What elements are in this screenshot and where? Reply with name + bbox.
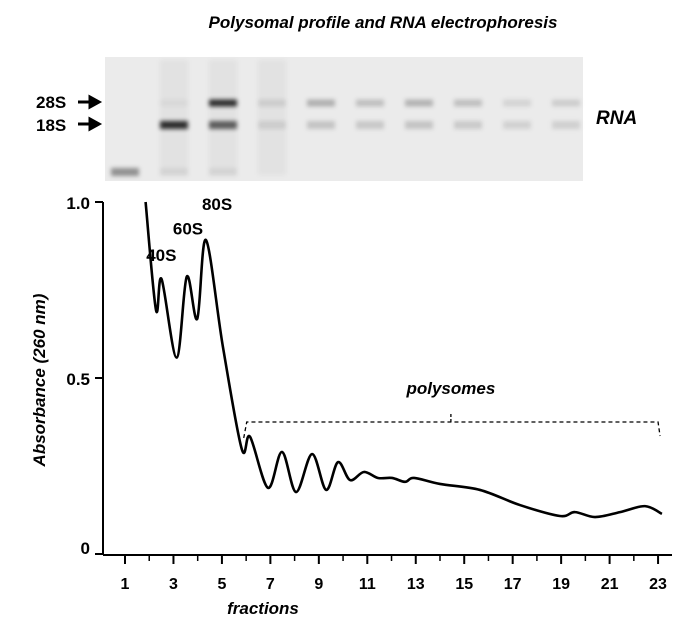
gel-lane [454,99,482,129]
band-18s [307,121,335,129]
y-tick-label: 1.0 [66,194,90,213]
gel-lane [307,99,335,129]
x-tick-label: 17 [504,576,522,593]
gel-lane [160,60,188,176]
y-tick-label: 0 [81,539,90,558]
band-28s [307,99,335,107]
x-tick-label: 19 [552,576,570,593]
x-tick-label: 5 [217,576,226,593]
x-tick-label: 21 [601,576,619,593]
band-28s [356,99,384,107]
gel-lane [356,99,384,129]
peak-label-40s: 40S [146,246,176,265]
band-28s [503,99,531,107]
gel-image [105,57,583,181]
marker-18s-label: 18S [36,116,66,135]
gel-lane [111,168,139,176]
band-28s [454,99,482,107]
peak-label-80s: 80S [202,195,232,214]
gel-lane [258,60,286,175]
x-tick-label: 7 [266,576,275,593]
x-tick-label: 13 [407,576,425,593]
x-axis-label: fractions [227,599,299,618]
arrow-right-icon [78,94,103,110]
polysomes-label: polysomes [405,379,495,398]
lane-smear [209,60,237,175]
gel-label: RNA [596,108,637,129]
band-28s [552,99,580,107]
gel-lane [503,99,531,129]
lane-smear [258,60,286,175]
polysomes-bracket [243,421,661,439]
x-tick-label: 11 [359,576,376,593]
gel-lane [552,99,580,129]
y-tick-label: 0.5 [66,370,90,389]
band-18s [405,121,433,129]
x-tick-label: 9 [314,576,323,593]
gel-lane [405,99,433,129]
peak-label-60s: 60S [173,219,203,238]
y-axis-label: Absorbance (260 nm) [30,293,49,467]
marker-28s-label: 28S [36,93,66,112]
chart-title: Polysomal profile and RNA electrophoresi… [209,13,558,32]
x-tick-label: 3 [169,576,178,593]
band-28s [405,99,433,107]
band-18s [552,121,580,129]
x-tick-label: 23 [649,576,667,593]
absorbance-line [144,201,663,519]
marker-28s: 28S [36,93,103,112]
band-low [111,168,139,176]
band-18s [356,121,384,129]
band-18s [503,121,531,129]
marker-18s: 18S [36,116,103,135]
gel-lane [209,60,237,176]
x-tick-label: 15 [455,576,473,593]
x-tick-label: 1 [121,576,130,593]
arrow-right-icon [78,116,103,132]
lane-smear [160,60,188,175]
band-18s [454,121,482,129]
